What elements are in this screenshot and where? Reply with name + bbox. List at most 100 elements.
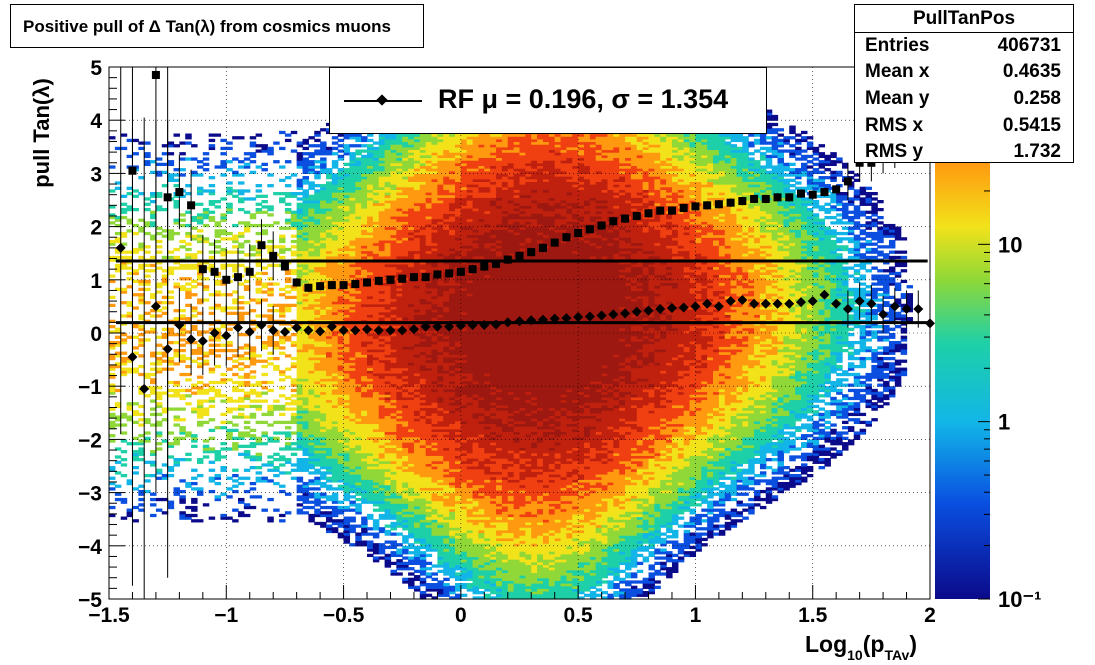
heatmap-cell (261, 346, 268, 350)
heatmap-cell (279, 287, 286, 292)
heatmap-cell (238, 250, 245, 254)
heatmap-cell (267, 314, 274, 318)
heatmap-cell (144, 489, 151, 494)
heatmap-cell (150, 450, 157, 454)
heatmap-cell (132, 138, 139, 143)
heatmap-cell (185, 303, 192, 307)
heatmap-cell (273, 508, 280, 512)
heatmap-cell (208, 388, 216, 393)
heatmap-cell (238, 434, 245, 438)
heatmap-cell (138, 314, 145, 318)
heatmap-cell (238, 354, 245, 358)
heatmap-cell (243, 452, 251, 456)
heatmap-cell (191, 476, 198, 480)
heatmap-cell (167, 473, 175, 478)
heatmap-cell (208, 215, 216, 220)
heatmap-cell (196, 404, 204, 409)
heatmap-cell (155, 157, 163, 161)
heatmap-cell (167, 500, 175, 504)
heatmap-cell (238, 481, 245, 486)
heatmap-cell (290, 431, 298, 435)
heatmap-cell (273, 458, 280, 462)
heatmap-cell (132, 442, 139, 446)
heatmap-cell (249, 505, 257, 510)
heatmap-cell (196, 460, 204, 464)
heatmap-cell (284, 285, 292, 289)
heatmap-cell (284, 271, 292, 276)
heatmap-cell (296, 157, 304, 161)
heatmap-cell (232, 436, 239, 440)
heatmap-cell (296, 404, 304, 409)
heatmap-cell (132, 436, 139, 440)
heatmap-cell (214, 450, 222, 454)
heatmap-cell (173, 383, 180, 387)
heatmap-cell (173, 407, 180, 411)
heatmap-cell (267, 463, 274, 467)
heatmap-cell (202, 407, 210, 411)
heatmap-cell (155, 386, 163, 390)
heatmap-cell (232, 444, 239, 448)
heatmap-cell (279, 130, 286, 135)
heatmap-cell (279, 309, 286, 313)
heatmap-cell (161, 234, 169, 238)
heatmap-cell (302, 450, 309, 454)
heatmap-cell (431, 572, 438, 576)
heatmap-cell (109, 487, 116, 491)
heatmap-cell (155, 468, 163, 472)
heatmap-cell (208, 293, 216, 297)
heatmap-cell (279, 519, 286, 523)
heatmap-cell (290, 271, 298, 276)
heatmap-cell (232, 364, 239, 369)
heatmap-cell (144, 431, 151, 435)
heatmap-cell (173, 144, 180, 148)
heatmap-cell (296, 144, 304, 148)
heatmap-cell (296, 442, 304, 446)
heatmap-cell (126, 271, 134, 276)
heatmap-cell (191, 386, 198, 390)
heatmap-cell (208, 242, 216, 246)
heatmap-cell (196, 458, 204, 462)
heatmap-cell (273, 420, 280, 425)
heatmap-cell (232, 298, 239, 302)
heatmap-cell (238, 415, 245, 419)
heatmap-cell (132, 207, 139, 212)
heatmap-cell (337, 144, 345, 148)
heatmap-cell (255, 335, 263, 339)
heatmap-cell (284, 426, 292, 430)
heatmap-cell (173, 333, 180, 337)
heatmap-cell (208, 516, 216, 520)
heatmap-cell (196, 380, 204, 385)
heatmap-cell (144, 207, 151, 212)
heatmap-cell (120, 450, 128, 454)
heatmap-cell (419, 577, 427, 581)
heatmap-cell (249, 309, 257, 313)
heatmap-cell (413, 585, 421, 589)
heatmap-cell (191, 173, 198, 177)
heatmap-cell (378, 556, 386, 560)
heatmap-cell (155, 359, 163, 363)
heatmap-cell (114, 404, 122, 409)
heatmap-cell (155, 423, 163, 427)
heatmap-cell (196, 356, 204, 361)
heatmap-cell (109, 279, 116, 284)
heatmap-cell (208, 210, 216, 214)
heatmap-cell (320, 128, 327, 132)
heatmap-cell (138, 242, 145, 246)
heatmap-cell (296, 375, 304, 379)
heatmap-cell (314, 508, 321, 512)
heatmap-cell (261, 146, 268, 151)
heatmap-cell (279, 165, 286, 169)
heatmap-cell (114, 287, 122, 292)
heatmap-cell (302, 189, 309, 193)
heatmap-cell (232, 442, 239, 446)
heatmap-cell (296, 418, 304, 422)
heatmap-cell (202, 285, 210, 289)
heatmap-cell (173, 492, 180, 496)
heatmap-cell (290, 218, 298, 222)
heatmap-cell (267, 293, 274, 297)
heatmap-cell (109, 476, 116, 480)
heatmap-cell (267, 468, 274, 472)
heatmap-cell (167, 229, 175, 233)
heatmap-cell (261, 210, 268, 214)
heatmap-cell (196, 234, 204, 238)
